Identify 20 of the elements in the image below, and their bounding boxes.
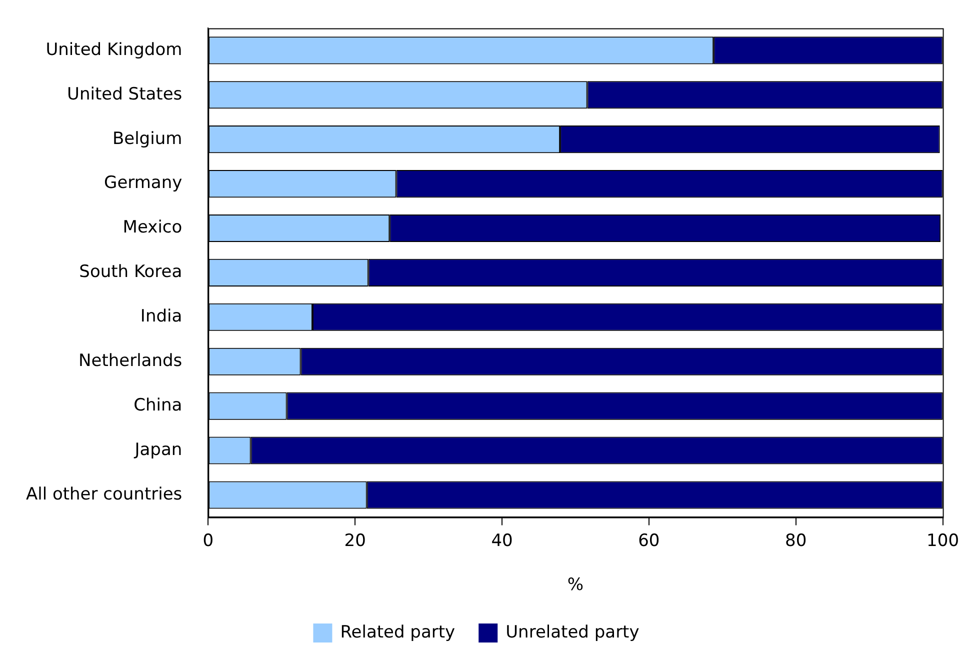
y-tick-label: Mexico xyxy=(122,218,182,238)
y-tick-label: United States xyxy=(67,84,182,104)
x-tick-label: 80 xyxy=(785,530,807,551)
y-tick-label: India xyxy=(140,306,182,327)
y-tick-label: Belgium xyxy=(112,128,182,149)
y-tick-label: Netherlands xyxy=(78,351,182,372)
x-tick-label: 100 xyxy=(926,530,960,551)
y-tick-label: South Korea xyxy=(79,262,182,282)
y-tick-label: All other countries xyxy=(26,484,182,504)
y-tick-label: Japan xyxy=(134,440,182,460)
x-tick-label: 60 xyxy=(638,530,660,551)
y-tick-label: China xyxy=(134,395,182,416)
x-axis-title: % xyxy=(567,575,584,596)
y-tick-label: Germany xyxy=(104,173,182,194)
legend-label: Related party xyxy=(340,622,456,642)
x-tick-label: 20 xyxy=(344,530,366,551)
x-tick-label: 0 xyxy=(202,530,214,551)
y-tick-label: United Kingdom xyxy=(46,40,182,60)
x-tick-label: 40 xyxy=(491,530,513,551)
legend-label: Unrelated party xyxy=(506,622,640,642)
